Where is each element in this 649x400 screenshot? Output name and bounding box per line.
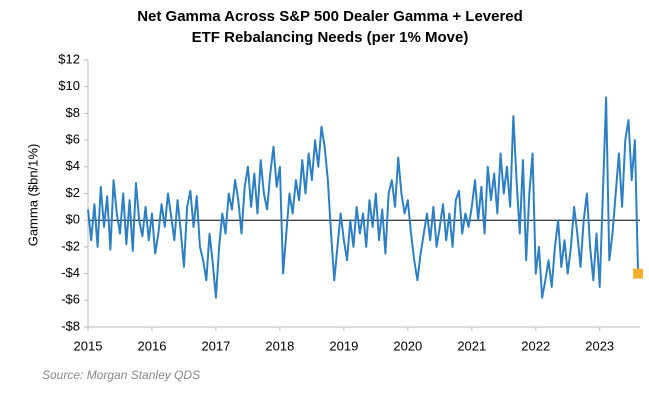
x-tick-label: 2019 (329, 338, 358, 353)
y-tick-label: $8 (66, 105, 80, 120)
x-tick-label: 2018 (265, 338, 294, 353)
y-tick-label: -$8 (61, 318, 80, 333)
x-tick-label: 2022 (521, 338, 550, 353)
x-tick-label: 2017 (201, 338, 230, 353)
chart-title: Net Gamma Across S&P 500 Dealer Gamma + … (137, 8, 523, 25)
y-tick-label: $2 (66, 185, 80, 200)
source: Source: Morgan Stanley QDS (42, 368, 200, 382)
y-tick-label: $4 (66, 158, 80, 173)
x-tick-label: 2016 (138, 338, 167, 353)
y-tick-label: $10 (58, 78, 80, 93)
data-line (87, 96, 640, 299)
y-tick-label: -$6 (61, 292, 80, 307)
x-tick-label: 2023 (585, 338, 614, 353)
y-tick-label: -$2 (61, 238, 80, 253)
x-tick-label: 2015 (74, 338, 103, 353)
chart-title: ETF Rebalancing Needs (per 1% Move) (192, 29, 469, 46)
x-tick-label: 2021 (457, 338, 486, 353)
last-point (633, 268, 644, 279)
y-tick-label: -$4 (61, 265, 80, 280)
y-tick-label: $0 (66, 212, 80, 227)
y-axis-label: Gamma ($bn/1%) (25, 144, 40, 247)
y-tick-label: $12 (58, 51, 80, 66)
y-tick-label: $6 (66, 132, 80, 147)
x-tick-label: 2020 (393, 338, 422, 353)
